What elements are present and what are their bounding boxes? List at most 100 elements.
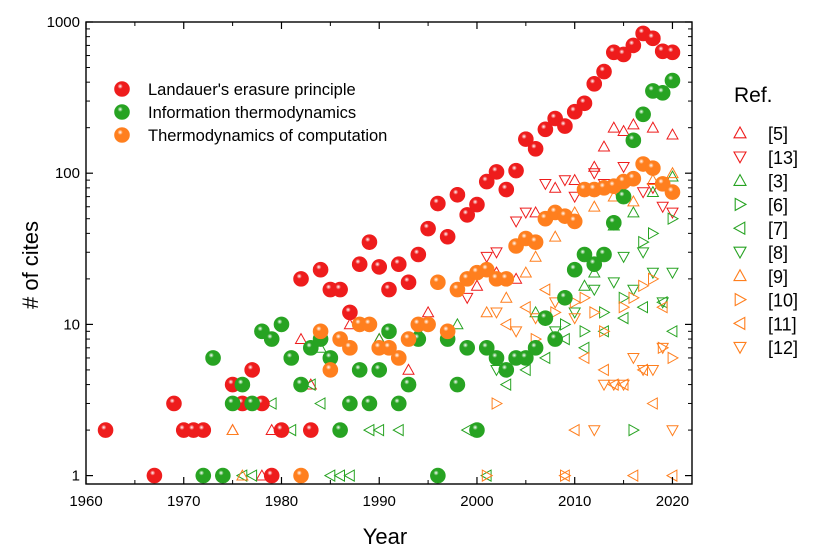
data-point: [645, 30, 661, 47]
ref-point: [577, 351, 590, 365]
data-point: [459, 340, 475, 356]
data-point: [576, 95, 593, 112]
ref-point: [548, 297, 562, 309]
legend-marker: [114, 81, 130, 97]
ref-legend-label: [9]: [768, 267, 788, 287]
y-tick-label: 1: [72, 468, 80, 485]
data-point: [537, 310, 554, 326]
ref-point: [587, 425, 601, 437]
series-markers: [97, 25, 681, 484]
data-point: [606, 214, 622, 231]
data-point: [351, 256, 368, 273]
ref-legend-marker: [732, 316, 746, 331]
ref-point: [587, 284, 601, 297]
data-point: [283, 350, 300, 366]
ref-point: [558, 175, 572, 187]
data-point: [381, 323, 397, 340]
data-point: [244, 395, 260, 412]
ref-point: [539, 179, 552, 191]
data-point: [488, 350, 505, 366]
ref-point: [529, 305, 542, 318]
data-point: [273, 316, 290, 333]
data-point: [351, 362, 368, 378]
ref-point: [597, 363, 609, 377]
data-point: [625, 37, 642, 54]
ref-point: [519, 300, 531, 314]
data-point: [322, 362, 339, 378]
ref-point: [636, 247, 650, 259]
ref-point: [666, 166, 679, 179]
data-point: [293, 467, 309, 484]
data-point: [293, 376, 309, 393]
ref-point: [646, 267, 660, 280]
ref-legend-marker: [733, 268, 747, 282]
ref-point: [666, 425, 679, 437]
data-point: [400, 376, 417, 393]
data-point: [342, 304, 358, 321]
x-tick-label: 2000: [460, 493, 493, 510]
data-point: [390, 350, 407, 366]
data-point: [625, 170, 642, 187]
ref-point: [538, 283, 551, 296]
data-point: [586, 256, 603, 273]
data-point: [566, 261, 583, 278]
ref-point: [568, 191, 582, 204]
data-point: [312, 261, 329, 278]
data-point: [195, 467, 212, 484]
data-point: [469, 196, 485, 213]
ref-point: [421, 305, 435, 318]
ref-point: [617, 378, 629, 391]
data-point: [371, 362, 388, 378]
ref-point: [607, 121, 621, 133]
ref-point: [568, 313, 582, 325]
ref-point: [265, 397, 277, 410]
ref-point: [617, 251, 630, 264]
data-point: [381, 281, 397, 298]
data-point: [596, 63, 612, 80]
ref-legend-marker: [733, 246, 747, 260]
x-tick-label: 1960: [69, 493, 102, 510]
ref-point: [587, 168, 601, 180]
ref-point: [579, 324, 592, 338]
x-tick-label: 2010: [558, 493, 591, 510]
ref-point: [481, 469, 494, 482]
ref-point: [587, 160, 601, 172]
data-point: [215, 467, 231, 484]
ref-point: [665, 324, 678, 338]
data-point: [654, 85, 671, 101]
ref-point: [656, 342, 670, 355]
ref-point: [627, 117, 640, 130]
series-legend: Landauer's erasure principle Information …: [114, 81, 387, 145]
ref-point: [362, 423, 375, 437]
data-point: [195, 422, 212, 438]
data-point: [263, 331, 280, 347]
ref-point: [636, 363, 648, 377]
ref-legend-label: [3]: [768, 172, 788, 192]
data-point: [557, 289, 573, 306]
ref-point: [666, 128, 679, 140]
data-point: [400, 274, 417, 291]
data-point: [439, 323, 456, 340]
ref-point: [587, 266, 601, 278]
legend-label: Information thermodynamics: [148, 104, 356, 122]
data-point: [566, 213, 583, 230]
ref-point: [480, 305, 494, 318]
data-point: [224, 395, 241, 412]
data-point: [527, 234, 544, 250]
ref-legend-marker: [733, 173, 747, 186]
reference-markers: [226, 117, 680, 482]
ref-legend-label: [10]: [768, 291, 798, 311]
y-tick-label: 1000: [47, 14, 80, 31]
legend-marker: [114, 104, 130, 120]
ref-legend-label: [7]: [768, 219, 788, 239]
data-point: [576, 246, 593, 263]
ref-legend-label: [5]: [768, 124, 788, 144]
ref-point: [627, 353, 640, 365]
ref-point: [648, 272, 660, 286]
ref-legend-marker: [733, 151, 747, 164]
data-point: [420, 220, 436, 237]
ref-legend-title: Ref.: [734, 84, 773, 107]
ref-point: [226, 423, 239, 435]
ref-point: [558, 469, 570, 482]
ref-point: [627, 284, 640, 297]
